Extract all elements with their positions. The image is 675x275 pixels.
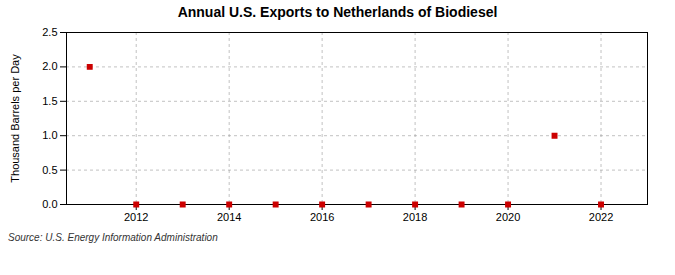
svg-text:2016: 2016 xyxy=(310,211,334,223)
svg-text:2020: 2020 xyxy=(496,211,520,223)
svg-text:1.0: 1.0 xyxy=(42,129,57,141)
svg-text:2012: 2012 xyxy=(124,211,148,223)
svg-text:Thousand Barrels per Day: Thousand Barrels per Day xyxy=(9,54,21,183)
svg-text:0.5: 0.5 xyxy=(42,164,57,176)
svg-text:2018: 2018 xyxy=(403,211,427,223)
svg-text:0.0: 0.0 xyxy=(42,198,57,210)
svg-text:2.5: 2.5 xyxy=(42,26,57,38)
html-text:Source: U.S. Energy Informatio: Source: U.S. Energy Information Administ… xyxy=(8,232,218,243)
svg-text:2014: 2014 xyxy=(217,211,241,223)
svg-text:2.0: 2.0 xyxy=(42,60,57,72)
html-text:Annual U.S. Exports to Netherl: Annual U.S. Exports to Netherlands of Bi… xyxy=(177,4,498,20)
svg-text:1.5: 1.5 xyxy=(42,95,57,107)
svg-text:2022: 2022 xyxy=(589,211,613,223)
